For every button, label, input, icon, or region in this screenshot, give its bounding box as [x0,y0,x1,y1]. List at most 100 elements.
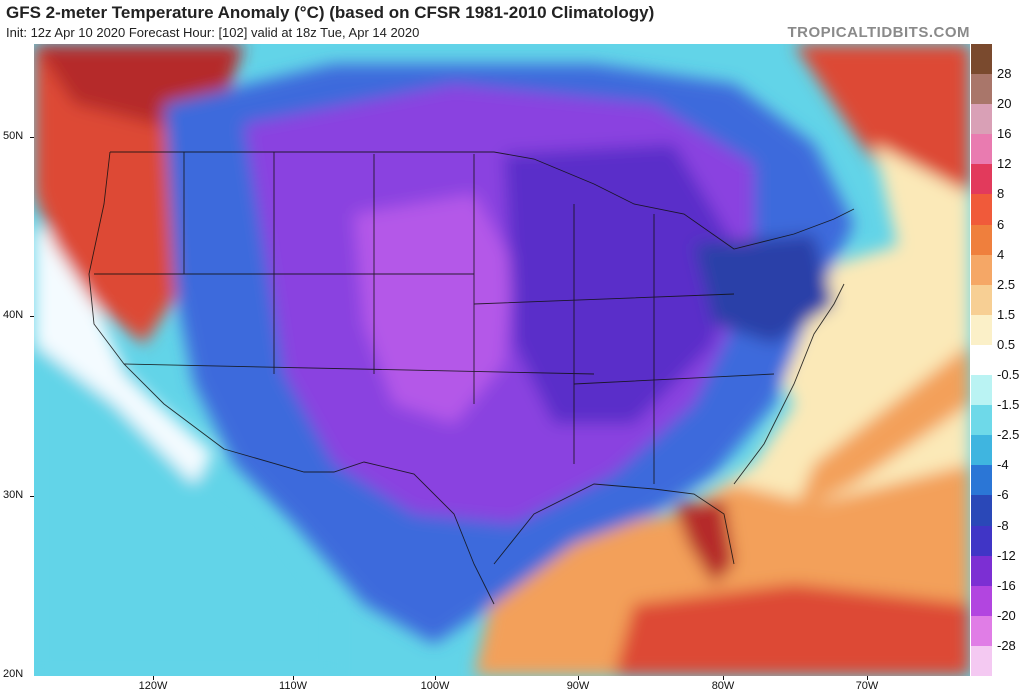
east-coast-line [733,283,845,485]
lon-label: 80W [711,680,735,692]
colorbar-swatch [971,314,992,345]
colorbar-segment: -4 [971,435,1024,472]
header: GFS 2-meter Temperature Anomaly (°C) (ba… [0,0,1024,44]
lon-tick [153,676,154,680]
lat-label: 40N [3,309,24,321]
us-mexico-border [223,448,495,605]
colorbar-swatch [971,375,992,406]
colorbar-swatch [971,164,992,195]
colorbar-label: 20 [997,96,1012,112]
lon-label: 90W [566,680,590,692]
lat-tick [30,496,34,497]
lat-tick [30,316,34,317]
colorbar-segment: 8 [971,164,1024,201]
colorbar-swatch [971,104,992,135]
colorbar-segment: 16 [971,104,1024,141]
lon-label: 100W [420,680,450,692]
colorbar-label: -1.5 [997,397,1020,413]
colorbar-segment: 0.5 [971,314,1024,352]
pacific-white-band [34,224,214,484]
state-line-1 [183,152,655,484]
atlantic-band [794,344,970,514]
lon-label: 120W [138,680,168,692]
colorbar-swatch [971,435,992,466]
colorbar-label: -6 [997,487,1009,503]
brand-watermark: TROPICALTIDBITS.COM [787,24,970,41]
colorbar-segment: -20 [971,585,1024,623]
colorbar-swatch [971,585,992,616]
colorbar-label: 8 [997,186,1005,202]
borders [88,151,855,605]
west-coast-line [88,151,225,450]
colorbar-swatch [971,44,992,75]
colorbar-segment: 2.5 [971,254,1024,292]
lon-tick [578,676,579,680]
colorbar-label: 16 [997,126,1012,142]
lon-tick [435,676,436,680]
colorbar-label: -12 [997,547,1016,563]
colorbar-segment: -0.5 [971,344,1024,382]
colorbar-label: 1.5 [997,306,1016,322]
lat-tick [30,137,34,138]
colorbar-segment [971,645,1024,676]
colorbar-segment: -6 [971,465,1024,502]
colorbar-label: 4 [997,246,1005,262]
lon-tick [293,676,294,680]
colorbar-swatch [971,134,992,165]
colorbar-swatch [971,74,992,105]
colorbar-segment: -1.5 [971,375,1024,412]
colorbar-label: 6 [997,216,1005,232]
colorbar-label: -20 [997,607,1016,623]
colorbar-segment: -28 [971,615,1024,653]
colorbar-segment: -12 [971,525,1024,563]
colorbar-segment: 4 [971,224,1024,262]
colorbar-swatch [971,284,992,315]
colorbar-swatch [971,525,992,556]
colorbar-label: 12 [997,156,1012,172]
colorbar-segment: 28 [971,44,1024,81]
colorbar-swatch [971,405,992,436]
lat-label: 20N [3,668,24,680]
colorbar-label: -28 [997,637,1016,653]
colorbar-label: -4 [997,457,1009,473]
colorbar-swatch [971,555,992,586]
colorbar-swatch [971,344,992,376]
midwest-deep-purple [504,144,734,424]
colorbar-label: 0.5 [997,336,1016,352]
caribbean-hot-region [614,584,970,676]
colorbar-swatch [971,224,992,255]
lat-label: 30N [3,489,24,501]
colorbar-segment: -16 [971,555,1024,593]
lon-tick [723,676,724,680]
colorbar-segment: 20 [971,74,1024,111]
colorbar: 28 20 16 12 8 6 4 2.5 1.5 0.5 -0.5 -1.5 -2.5 -4 -6 -8 -1… [971,44,1024,676]
colorbar-segment: 1.5 [971,284,1024,322]
colorbar-swatch [971,465,992,496]
colorbar-label: -8 [997,517,1009,533]
colorbar-label: -0.5 [997,367,1020,383]
chart-title: GFS 2-meter Temperature Anomaly (°C) (ba… [6,3,655,22]
northeast-navy [694,234,834,344]
colorbar-swatch [971,194,992,225]
lat-label: 50N [3,130,24,142]
colorbar-segment: -2.5 [971,405,1024,442]
state-line-2 [94,273,775,385]
colorbar-label: -16 [997,577,1016,593]
chart-subtitle: Init: 12z Apr 10 2020 Forecast Hour: [10… [6,25,420,40]
colorbar-swatch [971,615,992,646]
lon-label: 70W [855,680,879,692]
anomaly-map [34,44,970,676]
pacific-cool-region [34,324,334,676]
colorbar-swatch [971,254,992,285]
us-canada-border [110,151,855,250]
colorbar-segment: 6 [971,194,1024,232]
colorbar-segment: -8 [971,495,1024,533]
colorbar-label: 28 [997,66,1012,82]
lon-label: 110W [279,680,307,692]
colorbar-swatch [971,495,992,526]
colorbar-label: 2.5 [997,276,1016,292]
colorbar-swatch [971,645,992,676]
canada-east-cream [874,144,970,304]
colorbar-segment: 12 [971,134,1024,171]
gulf-coast-line [493,483,735,565]
